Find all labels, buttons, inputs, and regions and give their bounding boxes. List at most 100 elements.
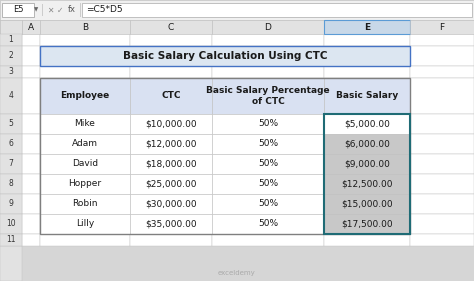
Bar (410, 46, 474, 66)
Bar (212, 134, 324, 154)
Text: $17,500.00: $17,500.00 (341, 219, 393, 228)
Text: 11: 11 (6, 235, 16, 244)
Bar (212, 154, 324, 174)
Bar (130, 114, 212, 134)
Bar (22, 154, 40, 174)
Bar (40, 194, 130, 214)
Text: 1: 1 (9, 35, 13, 44)
Bar (22, 234, 40, 246)
Bar (40, 114, 130, 134)
Bar (324, 114, 410, 134)
Text: Hopper: Hopper (68, 180, 101, 189)
Bar (40, 154, 130, 174)
Text: 8: 8 (9, 180, 13, 189)
Bar (82, 3, 472, 17)
Bar (212, 174, 324, 194)
Bar (410, 34, 474, 46)
Bar (130, 66, 212, 78)
Bar (410, 214, 474, 234)
Text: $5,000.00: $5,000.00 (344, 119, 390, 128)
Bar (42, 4, 43, 16)
Text: 50%: 50% (258, 160, 278, 169)
Bar (22, 46, 40, 66)
Text: E5: E5 (13, 6, 23, 15)
Bar (40, 78, 130, 114)
Bar (22, 174, 40, 194)
Bar (410, 66, 474, 78)
Bar (212, 78, 324, 114)
Bar (40, 78, 130, 114)
Bar (324, 214, 410, 234)
Bar (130, 34, 212, 46)
Bar (40, 46, 130, 66)
Bar (0, 0, 474, 20)
Bar (130, 134, 212, 154)
Bar (324, 174, 410, 194)
Bar (2, 3, 34, 17)
Bar (410, 78, 474, 114)
Bar (22, 134, 40, 154)
Text: A: A (28, 22, 34, 31)
Text: 4: 4 (9, 92, 13, 101)
Bar (212, 20, 324, 34)
Bar (212, 174, 324, 194)
Text: 50%: 50% (258, 119, 278, 128)
Bar (0, 20, 22, 34)
Text: Employee: Employee (60, 92, 109, 101)
Bar (324, 134, 410, 154)
Text: 50%: 50% (258, 139, 278, 148)
Bar (22, 66, 40, 78)
Bar (130, 20, 212, 34)
Bar (40, 194, 130, 214)
Bar (410, 154, 474, 174)
Text: Basic Salary Percentage
of CTC: Basic Salary Percentage of CTC (206, 86, 330, 106)
Text: 50%: 50% (258, 219, 278, 228)
Bar (212, 34, 324, 46)
Text: 50%: 50% (258, 200, 278, 209)
Bar (0, 114, 22, 134)
Text: 7: 7 (9, 160, 13, 169)
Bar (40, 174, 130, 194)
Bar (212, 134, 324, 154)
Bar (410, 20, 474, 34)
Text: ▼: ▼ (34, 8, 38, 12)
Bar (324, 20, 410, 34)
Bar (212, 214, 324, 234)
Bar (0, 66, 22, 78)
Bar (212, 114, 324, 134)
Text: C: C (168, 22, 174, 31)
Bar (0, 174, 22, 194)
Bar (212, 66, 324, 78)
Text: Basic Salary Calculation Using CTC: Basic Salary Calculation Using CTC (123, 51, 327, 61)
Text: $30,000.00: $30,000.00 (145, 200, 197, 209)
Text: $9,000.00: $9,000.00 (344, 160, 390, 169)
Text: D: D (264, 22, 272, 31)
Text: Lilly: Lilly (76, 219, 94, 228)
Text: 6: 6 (9, 139, 13, 148)
Text: $25,000.00: $25,000.00 (145, 180, 197, 189)
Bar (130, 78, 212, 114)
Bar (0, 246, 22, 281)
Bar (324, 114, 410, 234)
Text: David: David (72, 160, 98, 169)
Text: F: F (439, 22, 445, 31)
Text: ✓: ✓ (57, 6, 63, 15)
Text: $12,500.00: $12,500.00 (341, 180, 393, 189)
Bar (324, 46, 410, 66)
Text: $10,000.00: $10,000.00 (145, 119, 197, 128)
Text: $35,000.00: $35,000.00 (145, 219, 197, 228)
Bar (324, 194, 410, 214)
Bar (324, 78, 410, 114)
Text: 9: 9 (9, 200, 13, 209)
Bar (22, 114, 40, 134)
Bar (0, 20, 22, 34)
Bar (40, 154, 130, 174)
Bar (130, 46, 212, 66)
Bar (324, 174, 410, 194)
Text: 50%: 50% (258, 180, 278, 189)
Bar (22, 214, 40, 234)
Bar (212, 194, 324, 214)
Bar (22, 34, 40, 46)
Bar (324, 34, 410, 46)
Bar (324, 66, 410, 78)
